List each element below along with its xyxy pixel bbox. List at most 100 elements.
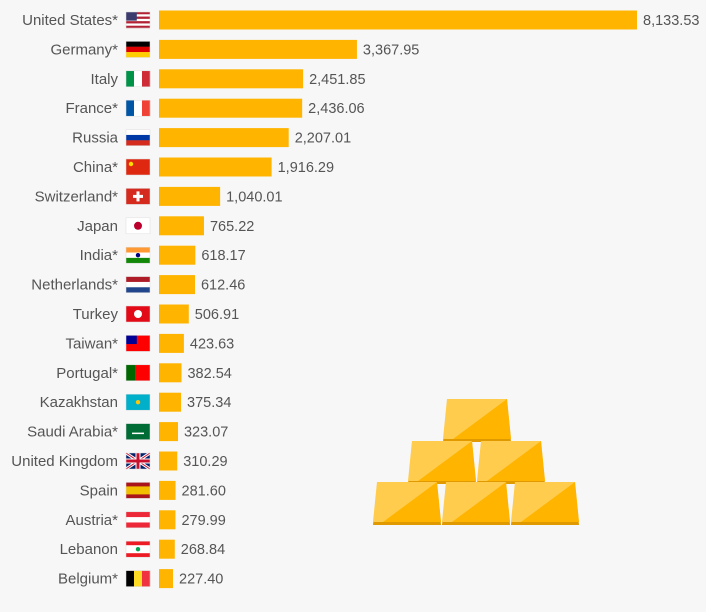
value-label: 2,451.85: [309, 72, 365, 88]
category-label: Spain: [80, 482, 118, 499]
bar: [159, 422, 178, 442]
bar: [159, 510, 176, 530]
category-label: Taiwan*: [65, 335, 118, 352]
bar-row: Austria* 279.99: [65, 510, 226, 530]
bar-row: Taiwan* 423.63: [65, 333, 234, 353]
bar: [159, 245, 196, 265]
bar-row: Lebanon 268.84: [60, 539, 225, 559]
bar-row: Spain 281.60: [80, 480, 226, 500]
gold-bar-icon: [511, 482, 579, 525]
bar: [159, 363, 182, 383]
bar: [159, 392, 182, 412]
bar: [159, 275, 195, 295]
gold-bar-icon: [442, 482, 510, 525]
category-label: Turkey: [73, 306, 119, 323]
ch-flag-icon: [125, 188, 151, 205]
value-label: 506.91: [195, 307, 239, 323]
de-flag-icon: [125, 41, 151, 58]
bar-row: Portugal* 382.54: [56, 363, 232, 383]
it-flag-icon: [125, 70, 151, 88]
nl-flag-icon: [125, 276, 151, 293]
value-label: 2,207.01: [295, 131, 351, 147]
bar-row: Italy 2,451.85: [90, 69, 366, 89]
be-flag-icon: [125, 570, 151, 587]
bar-row: Germany* 3,367.95: [50, 39, 419, 59]
bar-row: Japan 765.22: [77, 216, 254, 236]
category-label: United States*: [22, 12, 118, 29]
es-flag-icon: [125, 482, 151, 499]
bar: [159, 304, 189, 324]
category-label: Italy: [90, 71, 118, 88]
category-label: Germany*: [50, 41, 118, 58]
kz-flag-icon: [125, 393, 151, 411]
value-label: 2,436.06: [308, 101, 364, 117]
bar-row: Turkey 506.91: [73, 304, 239, 324]
us-flag-icon: [125, 11, 151, 29]
ru-flag-icon: [125, 129, 151, 146]
category-label: Switzerland*: [35, 188, 119, 205]
bar-row: United States* 8,133.53: [22, 10, 699, 30]
value-label: 1,916.29: [278, 160, 334, 176]
value-label: 281.60: [182, 483, 226, 499]
gold-bar-icon: [408, 441, 476, 484]
category-label: Kazakhstan: [40, 394, 118, 411]
bar: [159, 69, 304, 89]
value-label: 1,040.01: [226, 189, 282, 205]
category-label: China*: [73, 159, 118, 176]
bar: [159, 569, 173, 589]
value-label: 612.46: [201, 278, 245, 294]
bar: [159, 157, 272, 177]
value-label: 310.29: [183, 454, 227, 470]
tr-flag-icon: [125, 305, 151, 323]
category-label: Belgium*: [58, 571, 118, 588]
bar: [159, 216, 204, 236]
gold-bar-icon: [477, 441, 545, 484]
bar: [159, 539, 175, 559]
value-label: 323.07: [184, 425, 228, 441]
cn-flag-icon: [125, 158, 151, 176]
pt-flag-icon: [125, 364, 151, 382]
gold-bar-icon: [373, 482, 441, 525]
bar-row: India* 618.17: [80, 245, 246, 265]
value-label: 423.63: [190, 336, 234, 352]
jp-flag-icon: [125, 217, 151, 235]
value-label: 765.22: [210, 219, 254, 235]
value-label: 375.34: [187, 395, 231, 411]
at-flag-icon: [125, 511, 151, 529]
bar: [159, 128, 289, 148]
bar-row: Belgium* 227.40: [58, 569, 223, 589]
category-label: France*: [65, 100, 118, 117]
bar: [159, 98, 303, 118]
bar: [159, 10, 637, 30]
value-label: 8,133.53: [643, 13, 699, 29]
value-label: 227.40: [179, 572, 223, 588]
fr-flag-icon: [125, 99, 151, 117]
category-label: Lebanon: [60, 541, 118, 558]
bar-row: China* 1,916.29: [73, 157, 334, 177]
bar: [159, 480, 176, 500]
bar: [159, 451, 178, 471]
bar: [159, 39, 357, 59]
category-label: Portugal*: [56, 365, 118, 382]
in-flag-icon: [125, 246, 151, 264]
category-label: Russia: [72, 130, 119, 147]
tw-flag-icon: [125, 335, 151, 352]
category-label: Netherlands*: [31, 277, 118, 294]
bar-row: Kazakhstan 375.34: [40, 392, 231, 412]
value-label: 382.54: [187, 366, 231, 382]
value-label: 279.99: [181, 513, 225, 529]
bar: [159, 186, 221, 206]
gold-bars-icon: [373, 399, 579, 525]
category-label: Japan: [77, 218, 118, 235]
bar-row: Netherlands* 612.46: [31, 275, 245, 295]
bar-row: Saudi Arabia* 323.07: [27, 422, 228, 442]
bar-row: France* 2,436.06: [65, 98, 365, 118]
bar-row: United Kingdom 310.29: [11, 451, 228, 471]
sa-flag-icon: [125, 423, 151, 440]
value-label: 3,367.95: [363, 42, 419, 58]
value-label: 268.84: [181, 542, 225, 558]
category-label: Austria*: [65, 512, 118, 529]
bar-row: Russia 2,207.01: [72, 128, 351, 148]
value-label: 618.17: [201, 248, 245, 264]
